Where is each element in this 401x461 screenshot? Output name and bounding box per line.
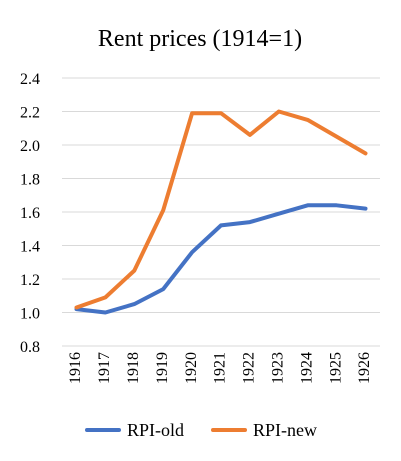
- y-tick-label: 2.2: [20, 105, 40, 122]
- y-axis: 0.8 1.0 1.2 1.4 1.6 1.8 2.0 2.2 2.4: [20, 71, 40, 356]
- y-tick-label: 1.8: [20, 172, 40, 189]
- x-tick-label: 1924: [298, 352, 315, 384]
- x-tick-label: 1920: [183, 352, 200, 384]
- y-tick-label: 0.8: [20, 339, 40, 356]
- plot-area: [74, 109, 368, 315]
- series-line-rpi-new: [74, 109, 368, 310]
- x-tick-label: 1925: [327, 352, 344, 384]
- x-tick-label: 1922: [241, 352, 258, 384]
- x-axis: 1916 1917 1918 1919 1920 1921 1922 1923 1924 1925…: [67, 352, 373, 384]
- y-tick-label: 1.0: [20, 306, 40, 323]
- series-line-rpi-old: [74, 203, 368, 315]
- x-tick-label: 1926: [356, 352, 373, 384]
- x-tick-label: 1919: [154, 352, 171, 384]
- y-tick-label: 2.4: [20, 71, 40, 88]
- x-tick-label: 1921: [212, 352, 229, 384]
- x-tick-label: 1916: [67, 352, 84, 384]
- legend: RPI-old RPI-new: [85, 420, 317, 440]
- x-tick-label: 1917: [96, 352, 113, 384]
- y-tick-label: 1.4: [20, 239, 40, 256]
- legend-label-rpi-old: RPI-old: [127, 420, 184, 440]
- chart-title: Rent prices (1914=1): [98, 26, 302, 52]
- y-tick-label: 1.6: [20, 205, 40, 222]
- y-tick-label: 1.2: [20, 272, 40, 289]
- x-tick-label: 1923: [269, 352, 286, 384]
- legend-label-rpi-new: RPI-new: [253, 420, 317, 440]
- gridlines: [62, 77, 380, 347]
- x-tick-label: 1918: [125, 352, 142, 384]
- y-tick-label: 2.0: [20, 138, 40, 155]
